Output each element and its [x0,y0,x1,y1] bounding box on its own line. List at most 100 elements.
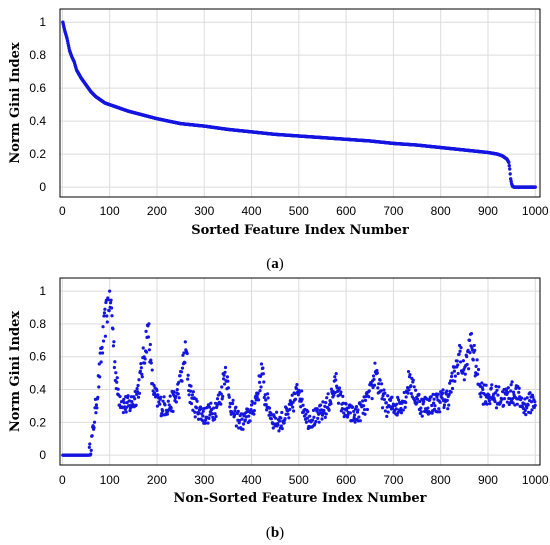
data-point [214,414,218,419]
data-point [441,388,445,392]
data-point [255,395,259,399]
data-point [306,410,310,414]
data-point [133,389,137,394]
data-point [475,372,480,376]
data-point [351,418,355,422]
data-point [413,398,417,402]
data-point [339,390,343,394]
data-point [435,410,439,414]
data-point [484,383,488,387]
data-point [310,418,315,422]
data-point [207,416,211,420]
data-point [95,406,99,410]
data-point [354,404,359,409]
data-point [277,429,281,433]
data-point [231,398,235,402]
data-point [375,368,379,373]
data-point [487,399,491,403]
data-point [180,366,185,370]
data-point [523,397,527,401]
data-point [193,410,197,414]
data-point [126,394,130,398]
data-point [283,416,287,421]
data-point [324,401,328,405]
data-point [470,348,474,352]
x-tick-label: 800 [431,204,451,218]
data-point [473,348,477,352]
data-point [319,408,324,412]
data-point [189,401,194,406]
data-point [143,361,147,365]
data-point [440,396,444,400]
data-point [437,407,441,411]
data-point [196,417,201,421]
data-point [166,399,170,403]
data-point [259,362,264,366]
data-point [396,395,400,399]
data-point [396,410,400,415]
data-point [213,417,217,421]
data-point [467,338,472,342]
data-point [186,373,190,377]
data-point [257,398,261,402]
data-point [468,351,472,355]
data-point [116,387,120,391]
data-point [378,378,382,382]
data-point [187,393,191,397]
data-point [169,406,173,410]
data-point [504,388,509,392]
data-point [252,409,256,413]
data-point [426,412,430,416]
data-point [333,375,337,379]
x-tick-label: 400 [242,473,262,487]
data-point [495,388,499,392]
data-point [274,416,278,420]
data-point [341,394,345,398]
data-point [353,413,357,417]
data-point [327,408,331,412]
data-point [219,392,223,396]
x-tick-label: 800 [431,473,451,487]
data-point [102,311,107,315]
data-point [113,360,117,364]
data-point [165,412,169,416]
data-point [288,407,292,411]
data-point [376,386,380,390]
data-point [294,387,299,391]
x-tick-label: 0 [59,473,66,487]
data-point [140,375,144,379]
data-point [432,401,436,405]
data-point [465,355,469,359]
data-point [346,413,350,417]
data-point [223,365,228,370]
y-tick-label: 1 [39,284,46,298]
y-tick-label: 0.2 [29,147,46,161]
data-point [334,372,338,376]
data-point [128,409,132,413]
y-tick-label: 0.6 [29,81,46,95]
data-point [525,406,529,410]
data-point [149,358,153,362]
data-point [122,397,126,401]
data-point [216,393,221,397]
data-point [465,362,469,367]
data-point [430,403,434,408]
data-point [296,393,300,397]
data-point [204,418,208,422]
data-point [390,395,394,399]
data-point [264,398,268,402]
data-point [380,406,385,410]
data-point [177,380,181,384]
data-point [466,348,470,352]
data-point [180,379,184,383]
data-point [141,346,145,350]
data-point [365,407,369,412]
data-point [435,395,439,399]
x-tick-label: 400 [242,204,262,218]
data-point [480,381,484,385]
data-point [256,391,260,395]
data-point [371,374,376,378]
data-point [399,406,403,411]
data-point [419,410,423,414]
data-point [362,404,366,408]
